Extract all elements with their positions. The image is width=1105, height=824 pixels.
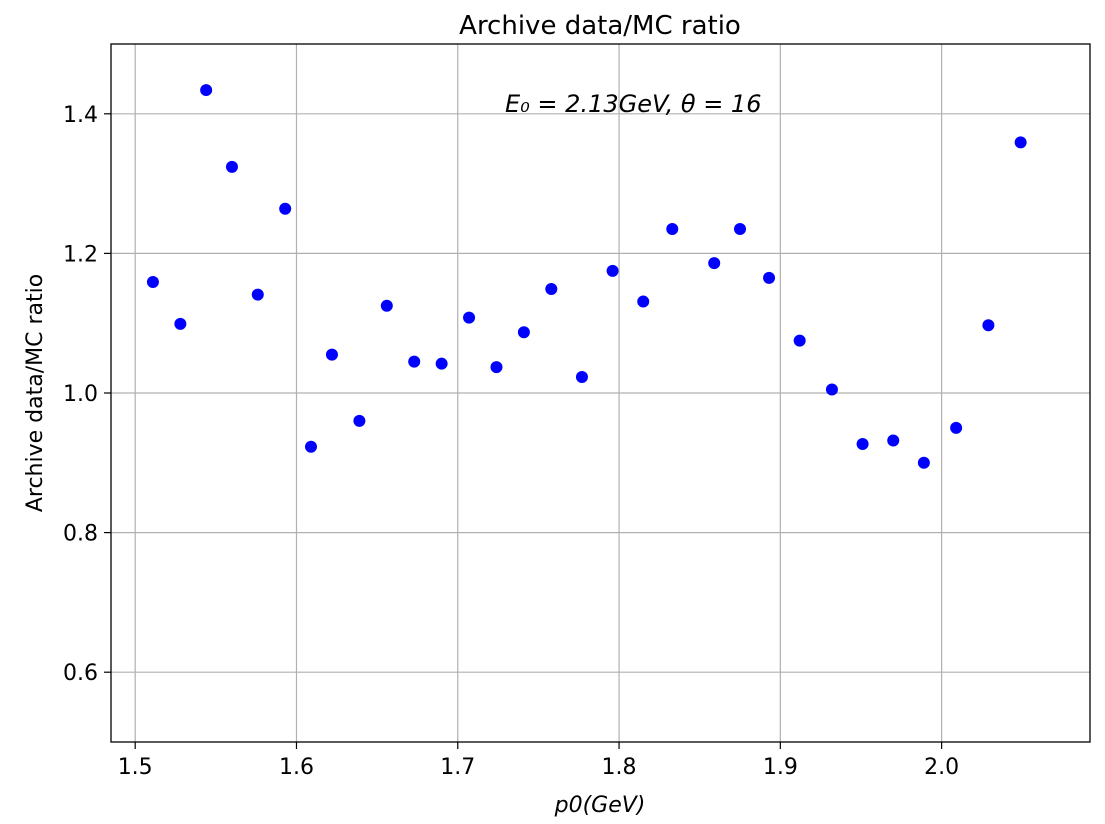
chart-annotation: E₀ = 2.13GeV, θ = 16	[505, 90, 761, 118]
data-point	[435, 357, 448, 370]
data-points	[146, 84, 1027, 469]
x-tick-label: 2.0	[924, 755, 959, 780]
x-axis-label: p0(GeV)	[554, 793, 646, 818]
x-tick-label: 1.5	[118, 755, 153, 780]
data-point	[517, 326, 530, 339]
data-point	[575, 370, 588, 383]
data-point	[251, 288, 264, 301]
grid	[111, 44, 1090, 742]
data-point	[825, 383, 838, 396]
data-point	[463, 311, 476, 324]
x-tick-label: 1.9	[763, 755, 798, 780]
data-point	[917, 456, 930, 469]
data-point	[1014, 136, 1027, 149]
y-tick-label: 0.6	[63, 661, 98, 686]
data-point	[174, 317, 187, 330]
data-point	[490, 361, 503, 374]
data-point	[982, 319, 995, 332]
x-tick-label: 1.7	[440, 755, 475, 780]
data-point	[666, 222, 679, 235]
x-axis: 1.5 1.6 1.7 1.8 1.9 2.0	[118, 742, 959, 780]
y-tick-label: 1.0	[63, 382, 98, 407]
x-tick-label: 1.6	[279, 755, 314, 780]
chart-title: Archive data/MC ratio	[459, 11, 741, 41]
data-point	[950, 421, 963, 434]
data-point	[146, 276, 159, 289]
data-point	[887, 434, 900, 447]
data-point	[408, 355, 421, 368]
data-point	[380, 299, 393, 312]
data-point	[225, 160, 238, 173]
data-point	[763, 271, 776, 284]
y-axis: 0.6 0.8 1.0 1.2 1.4	[63, 103, 111, 686]
y-tick-label: 1.2	[63, 242, 98, 267]
data-point	[325, 348, 338, 361]
data-point	[793, 334, 806, 347]
data-point	[353, 414, 366, 427]
y-tick-label: 1.4	[63, 103, 98, 128]
data-point	[606, 264, 619, 277]
y-tick-label: 0.8	[63, 522, 98, 547]
data-point	[637, 295, 650, 308]
data-point	[856, 437, 869, 450]
data-point	[545, 282, 558, 295]
data-point	[708, 257, 721, 270]
x-tick-label: 1.8	[602, 755, 637, 780]
data-point	[200, 84, 213, 97]
data-point	[279, 202, 292, 215]
y-axis-label: Archive data/MC ratio	[23, 274, 48, 512]
data-point	[734, 222, 747, 235]
data-point	[304, 440, 317, 453]
